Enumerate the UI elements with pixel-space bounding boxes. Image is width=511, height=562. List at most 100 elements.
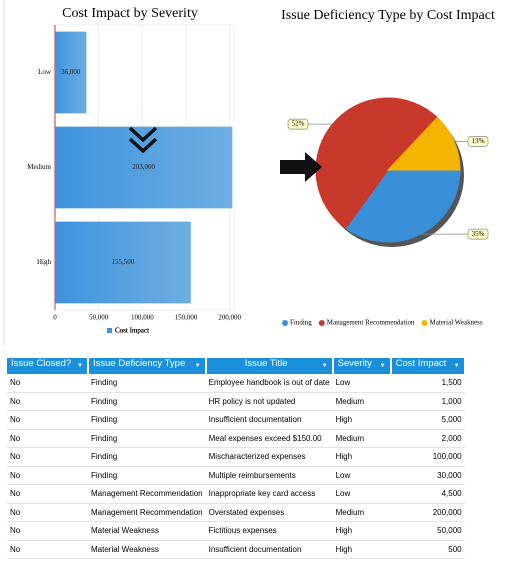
table-cell: Management Recommendation xyxy=(88,503,206,522)
table-cell: No xyxy=(7,466,88,485)
table-row: No Finding Mischaracterized expenses High 10… xyxy=(7,447,465,467)
category-label: Low xyxy=(38,68,52,76)
chevron-icon xyxy=(128,126,158,154)
bar-sheen xyxy=(55,31,87,114)
table-cell: Meal expenses exceed $150.00 xyxy=(205,429,333,448)
value-label: 155,500 xyxy=(112,258,135,266)
table-cell: Employee handbook is out of date xyxy=(205,374,333,393)
legend-swatch xyxy=(107,328,112,333)
column-header[interactable]: Issue Deficiency Type ▼ xyxy=(88,358,207,374)
table-cell: High xyxy=(332,410,391,430)
table-row: No Finding Insufficient documentation High 5… xyxy=(7,410,465,430)
table-cell: Insufficient documentation xyxy=(205,540,333,559)
table-cell: Inappropriate key card access xyxy=(205,484,333,504)
annotations xyxy=(128,126,322,182)
legend-label: Management Recommendation xyxy=(327,319,415,327)
pie-slice xyxy=(344,169,461,243)
table-row: No Finding Employee handbook is out of dat… xyxy=(7,374,465,393)
table-cell: No xyxy=(7,540,88,559)
column-header[interactable]: Issue Title ▼ xyxy=(205,358,334,374)
table-cell: Medium xyxy=(332,392,391,411)
table-cell: Overstated expenses xyxy=(205,503,333,522)
table-cell: 1,000 xyxy=(390,392,465,411)
sort-icon[interactable]: ▼ xyxy=(379,363,386,369)
value-label: 36,000 xyxy=(61,68,81,76)
legend-label: Cost Impact xyxy=(115,327,149,335)
bar-sheen xyxy=(55,221,191,304)
legend-label: Cost Impact xyxy=(115,327,149,335)
pie-slice xyxy=(315,97,438,229)
legend-swatch xyxy=(318,320,325,326)
table-cell: 100,000 xyxy=(390,447,465,467)
table-cell: Finding xyxy=(88,429,206,448)
table-cell: 4,500 xyxy=(390,484,465,504)
table-cell: Low xyxy=(332,484,391,504)
sort-icon[interactable]: ▼ xyxy=(194,363,201,369)
table-cell: Material Weakness xyxy=(88,540,206,559)
column-header[interactable]: Severity ▼ xyxy=(332,358,392,374)
table-cell: High xyxy=(332,447,391,467)
table-row: No Material Weakness Insufficient document… xyxy=(7,540,465,559)
table-cell: Finding xyxy=(88,447,206,467)
table-cell: No xyxy=(7,503,88,522)
table-cell: 1,500 xyxy=(390,374,465,393)
table-cell: 500 xyxy=(390,540,465,559)
label-box xyxy=(287,118,309,130)
table-cell: Mischaracterized expenses xyxy=(205,447,333,467)
column-header[interactable]: Issue Closed? ▼ xyxy=(7,358,89,374)
legend-swatch xyxy=(282,320,288,326)
table-cell: Finding xyxy=(88,466,206,485)
table-cell: Finding xyxy=(88,392,206,411)
table-cell: 30,000 xyxy=(390,466,465,485)
table-cell: Insufficient documentation xyxy=(205,410,333,430)
label-box xyxy=(467,228,489,240)
table-cell: Fictitious expenses xyxy=(205,521,333,541)
legend-label: Finding xyxy=(290,319,312,327)
category-label: High xyxy=(37,258,52,266)
table-cell: No xyxy=(7,484,88,504)
x-tick-label: 50,000 xyxy=(89,314,109,322)
table-cell: Management Recommendation xyxy=(88,484,206,504)
column-header[interactable]: Cost Impact ▼ xyxy=(390,358,466,374)
x-tick-label: 0 xyxy=(53,314,57,322)
pie-slice xyxy=(386,116,461,171)
sort-icon[interactable]: ▼ xyxy=(453,363,460,369)
chart-title: Issue Deficiency Type by Cost Impact xyxy=(281,8,495,23)
table-row: No Finding Meal expenses exceed $150.00 Med… xyxy=(7,429,465,448)
label-box xyxy=(467,136,489,147)
charts: Cost Impact by Severity Issue Deficiency… xyxy=(3,0,495,345)
chart-title: Cost Impact by Severity xyxy=(62,6,198,21)
table-cell: Finding xyxy=(88,410,206,430)
table-cell: 5,000 xyxy=(390,410,465,430)
sort-icon[interactable]: ▼ xyxy=(321,363,328,369)
table-cell: No xyxy=(7,392,88,411)
legend-swatch xyxy=(421,320,428,326)
table-cell: Finding xyxy=(88,374,206,393)
issues-table: Issue Closed? ▼ Issue Deficiency Type ▼ Issu… xyxy=(7,358,466,559)
legend-label: Cost Impact xyxy=(115,327,149,335)
table-row: No Finding Multiple reimbursements Low 30,00… xyxy=(7,466,465,485)
table-cell: 50,000 xyxy=(390,521,465,541)
table-cell: No xyxy=(7,374,88,393)
table-row: No Finding HR policy is not updated Medium 1… xyxy=(7,392,465,411)
table-cell: 2,000 xyxy=(390,429,465,448)
value-label: 35% xyxy=(472,230,485,238)
table-row: No Material Weakness Fictitious expenses Hi… xyxy=(7,521,465,541)
table-cell: HR policy is not updated xyxy=(205,392,333,411)
table-cell: Low xyxy=(332,466,391,485)
table-cell: High xyxy=(332,540,391,559)
table-cell: No xyxy=(7,410,88,430)
table-cell: Material Weakness xyxy=(88,521,206,541)
value-label: 52% xyxy=(292,120,305,128)
arrow-icon xyxy=(280,152,322,182)
table-cell: Low xyxy=(332,374,391,393)
table-cell: Multiple reimbursements xyxy=(205,466,333,485)
table-cell: No xyxy=(7,447,88,467)
table-cell: Medium xyxy=(332,429,391,448)
table-row: No Management Recommendation Inappropriate… xyxy=(7,484,465,504)
table-cell: No xyxy=(7,429,88,448)
value-label: 203,000 xyxy=(132,163,155,171)
sort-icon[interactable]: ▼ xyxy=(77,363,83,369)
table-cell: No xyxy=(7,521,88,541)
